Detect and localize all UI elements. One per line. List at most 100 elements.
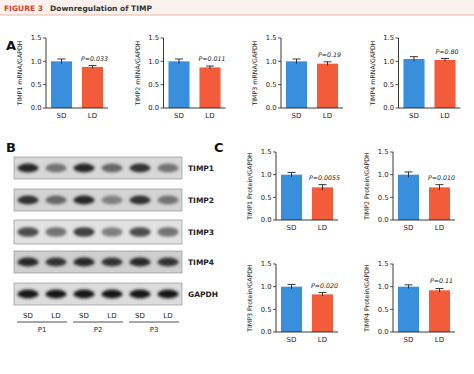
y-tick <box>43 84 46 85</box>
x-tick-label: SD <box>287 336 297 344</box>
error-stem <box>439 288 440 292</box>
error-cap <box>410 56 418 57</box>
blot-band <box>45 258 66 267</box>
p-value: P=0.010 <box>428 174 455 181</box>
bar <box>429 187 450 220</box>
x-tick-label: SD <box>57 112 67 120</box>
error-stem <box>291 172 292 177</box>
y-axis <box>276 152 277 220</box>
x-tick-label: SD <box>409 112 419 120</box>
title-banner <box>0 0 474 15</box>
y-tick-label: 0.0 <box>261 328 272 336</box>
y-tick-label: 1.5 <box>378 148 389 156</box>
blot-band <box>17 258 38 267</box>
p-value: P=0.033 <box>81 55 108 62</box>
y-tick-label: 0.5 <box>261 194 272 202</box>
y-tick <box>390 220 393 221</box>
error-stem <box>179 59 180 64</box>
error-bar <box>58 59 66 64</box>
y-tick <box>396 108 399 109</box>
y-axis <box>281 38 282 108</box>
title-rule <box>0 15 474 16</box>
blot-band <box>157 227 178 237</box>
bar <box>398 287 419 332</box>
y-tick-label: 1.5 <box>261 148 272 156</box>
error-bar <box>436 185 444 190</box>
y-tick-label: 0.5 <box>148 81 159 89</box>
y-tick-label: 0.5 <box>378 194 389 202</box>
y-tick <box>390 286 393 287</box>
y-tick-label: 0.5 <box>383 81 394 89</box>
error-bar <box>319 185 327 190</box>
y-tick-label: 0.0 <box>383 104 394 112</box>
blot-band <box>129 258 150 267</box>
x-tick-label: LD <box>318 336 327 344</box>
blot-band <box>45 290 66 299</box>
y-tick <box>390 152 393 153</box>
x-axis <box>276 220 338 221</box>
y-tick-label: 0.5 <box>266 81 277 89</box>
y-axis-label: TIMP3 mRNA/GAPDH <box>251 40 258 106</box>
error-bar <box>441 59 449 62</box>
group-label: P2 <box>94 326 103 334</box>
figure-label: FIGURE 3 <box>4 4 43 13</box>
bar <box>281 287 302 332</box>
bar-chart: 0.00.51.01.5SDLDTIMP3 mRNA/GAPDHP=0.19 <box>251 34 343 120</box>
bars <box>51 61 103 108</box>
y-tick <box>161 61 164 62</box>
blot-band <box>45 227 66 237</box>
blot-band <box>129 196 150 205</box>
error-bar <box>410 57 418 62</box>
bar <box>429 290 450 332</box>
x-tick-label: SD <box>404 224 414 232</box>
error-cap <box>319 292 327 293</box>
y-axis <box>398 38 399 108</box>
panel-label: A <box>6 38 16 53</box>
blot-band <box>157 196 178 205</box>
error-stem <box>414 57 415 62</box>
y-tick-label: 0.5 <box>378 306 389 314</box>
blot-band <box>17 196 38 205</box>
y-tick <box>43 108 46 109</box>
y-tick-label: 1.5 <box>148 34 159 42</box>
blot-band <box>45 196 66 205</box>
x-tick-label: LD <box>323 112 332 120</box>
y-tick <box>273 286 276 287</box>
y-tick-label: 0.5 <box>261 306 272 314</box>
y-tick <box>278 38 281 39</box>
y-tick <box>273 220 276 221</box>
y-tick-label: 1.0 <box>261 171 272 179</box>
bars <box>286 61 338 108</box>
error-stem <box>322 185 323 190</box>
error-cap <box>89 65 97 66</box>
lane-label: LD <box>107 312 116 320</box>
y-tick <box>273 332 276 333</box>
bar-chart: 0.00.51.01.5SDLDTIMP4 mRNA/GAPDHP=0.80 <box>369 34 461 120</box>
y-tick <box>396 61 399 62</box>
error-bar <box>288 284 296 289</box>
bar-chart: 0.00.51.01.5SDLDTIMP4 Protein/GAPDHP=0.1… <box>363 260 455 344</box>
error-bar <box>175 59 183 64</box>
blot-row-label: GAPDH <box>188 290 218 299</box>
y-axis <box>393 152 394 220</box>
x-axis <box>276 332 338 333</box>
bar-chart: 0.00.51.01.5SDLDTIMP2 mRNA/GAPDHP=0.011 <box>134 34 226 120</box>
error-bar <box>405 172 413 177</box>
y-tick <box>390 332 393 333</box>
y-tick <box>43 38 46 39</box>
y-tick-label: 0.0 <box>31 104 42 112</box>
figure-title: Downregulation of TIMP <box>50 4 152 13</box>
y-tick-label: 1.0 <box>148 58 159 66</box>
group-bracket <box>17 322 67 323</box>
error-bar <box>288 172 296 177</box>
lane-label: LD <box>51 312 60 320</box>
y-tick <box>161 108 164 109</box>
error-cap <box>293 59 301 60</box>
y-tick-label: 1.5 <box>383 34 394 42</box>
x-tick-label: SD <box>404 336 414 344</box>
y-axis <box>393 264 394 332</box>
x-axis <box>399 108 461 109</box>
blot-band <box>17 227 38 237</box>
bar <box>317 64 338 108</box>
y-tick <box>161 84 164 85</box>
